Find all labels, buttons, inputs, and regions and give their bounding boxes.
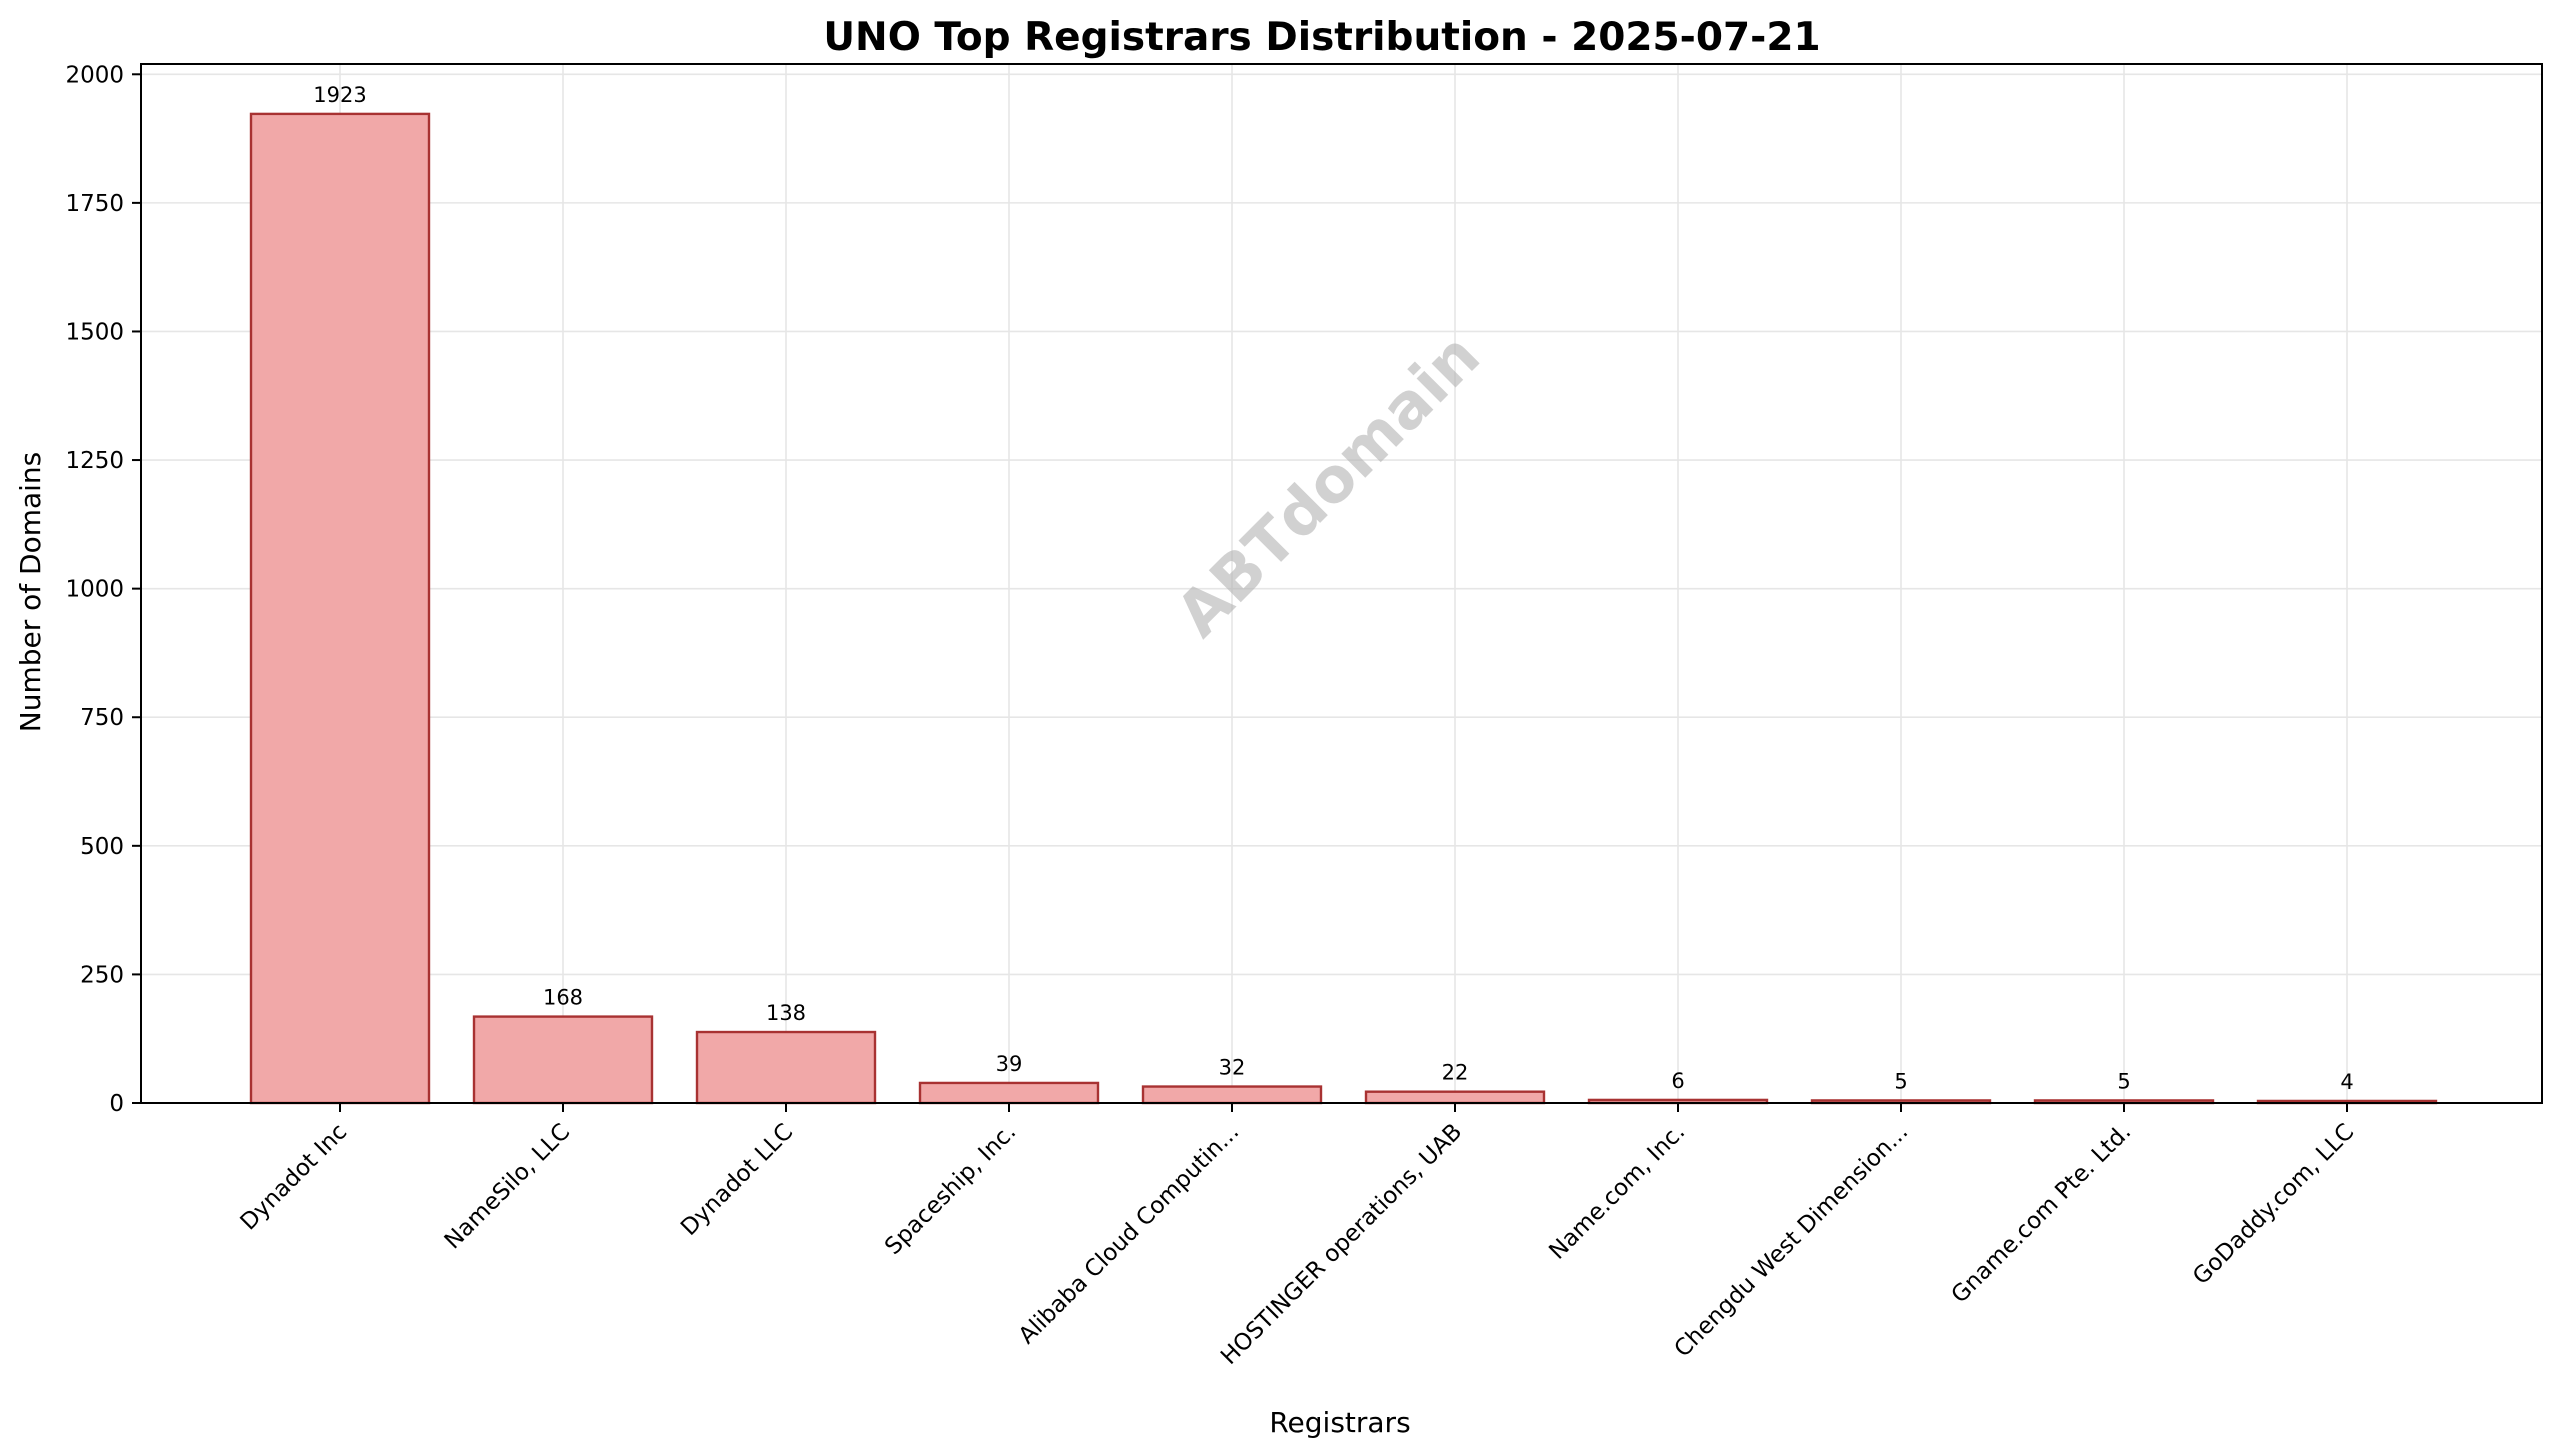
x-tick-label: Gname.com Pte. Ltd.	[1947, 1119, 2137, 1309]
bar	[695, 1030, 877, 1105]
watermark: ABTdomain	[1162, 319, 1494, 651]
x-tick-label: Spaceship, Inc.	[880, 1119, 1021, 1260]
y-axis: 0 250 500 750 1000 1250 1500 1750 2000	[65, 62, 141, 1117]
y-tick-label: 1750	[65, 191, 124, 217]
x-tick-label: HOSTINGER operations, UAB	[1216, 1119, 1467, 1370]
x-tick-label: Name.com, Inc.	[1544, 1119, 1690, 1265]
data-label: 6	[1671, 1069, 1684, 1093]
bars-layer: 1923 168 138 39 32 22 6 5 5 4	[249, 83, 2438, 1105]
y-tick-label: 250	[80, 962, 124, 988]
plot-frame	[140, 63, 2543, 1104]
y-tick-label: 750	[80, 705, 124, 731]
grid-layer	[141, 64, 2542, 1104]
data-label: 1923	[313, 83, 366, 107]
y-tick-label: 1250	[65, 448, 124, 474]
y-tick-label: 2000	[65, 62, 124, 88]
x-tick-label: Dynadot LLC	[676, 1119, 798, 1241]
data-label: 4	[2340, 1070, 2353, 1094]
data-label: 5	[1894, 1069, 1907, 1093]
data-label: 22	[1442, 1061, 1469, 1085]
y-tick-label: 1000	[65, 577, 124, 603]
bar	[1364, 1090, 1546, 1105]
data-label: 168	[543, 986, 583, 1010]
x-tick-label: Alibaba Cloud Computin...	[1014, 1119, 1244, 1349]
bar	[249, 112, 431, 1105]
y-axis-label: Number of Domains	[14, 452, 47, 733]
x-tick-label: Chengdu West Dimension...	[1670, 1119, 1914, 1363]
x-tick-label: GoDaddy.com, LLC	[2188, 1119, 2359, 1290]
data-label: 32	[1219, 1056, 1246, 1080]
data-label: 5	[2117, 1069, 2130, 1093]
x-tick-label: Dynadot Inc	[236, 1119, 353, 1236]
bar	[918, 1081, 1100, 1105]
x-axis: Dynadot Inc NameSilo, LLC Dynadot LLC Space…	[236, 1103, 2359, 1370]
data-label: 138	[766, 1001, 806, 1025]
data-label: 39	[996, 1052, 1023, 1076]
y-tick-label: 500	[80, 834, 124, 860]
y-tick-label: 0	[109, 1091, 124, 1117]
bar	[1141, 1085, 1323, 1105]
chart-title: UNO Top Registrars Distribution - 2025-0…	[823, 15, 1820, 60]
y-tick-label: 1500	[65, 319, 124, 345]
bar	[472, 1015, 654, 1105]
x-axis-label: Registrars	[1269, 1406, 1410, 1439]
x-tick-label: NameSilo, LLC	[440, 1119, 575, 1254]
